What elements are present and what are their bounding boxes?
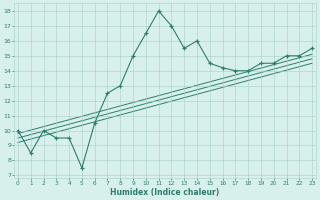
X-axis label: Humidex (Indice chaleur): Humidex (Indice chaleur)	[110, 188, 220, 197]
